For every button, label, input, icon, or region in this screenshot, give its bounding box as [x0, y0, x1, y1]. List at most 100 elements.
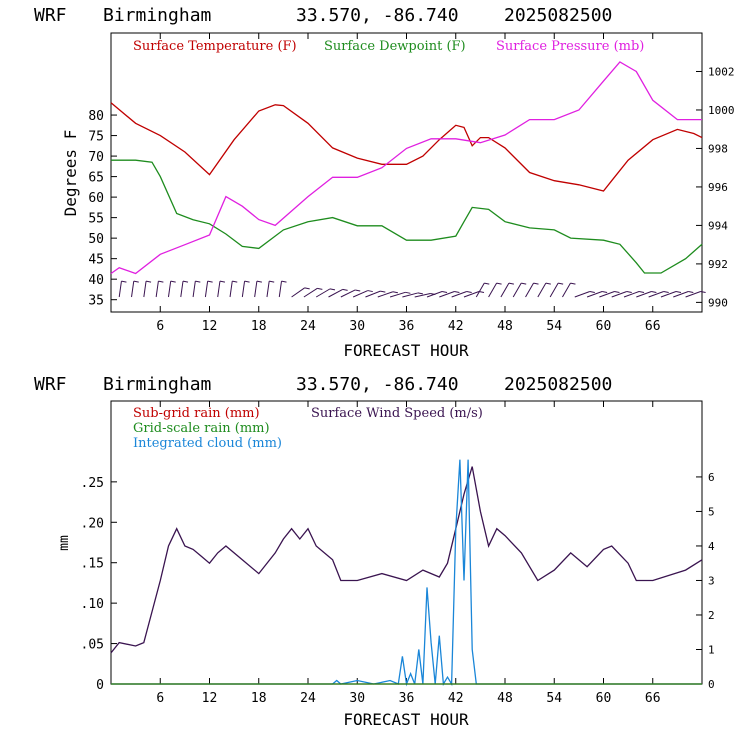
- wind-barb: [254, 281, 258, 298]
- wind-barb: [475, 282, 485, 298]
- wind-barb-flag: [182, 280, 189, 283]
- wind-barb-flag: [614, 291, 620, 294]
- x-tick-label: 36: [399, 319, 415, 334]
- legend-surface-pressure: Surface Pressure (mb): [496, 39, 644, 54]
- chart-1-y2-ticks: 990 992 994 996 998 1000 1002: [696, 65, 735, 309]
- chart-1-coords: 33.570, -86.740: [296, 5, 459, 26]
- y2-tick-label: 1: [708, 643, 715, 656]
- chart-2-header: WRF Birmingham 33.570, -86.740 202508250…: [34, 374, 612, 395]
- series-line-surface-temperature-f: [110, 102, 703, 192]
- legend-surface-temperature: Surface Temperature (F): [133, 39, 297, 54]
- chart-2-init: 2025082500: [504, 374, 612, 395]
- wind-barb-flag: [533, 282, 539, 285]
- y2-tick-label: 992: [708, 258, 728, 271]
- wind-barb-flag: [158, 280, 164, 283]
- wind-barb: [241, 281, 246, 298]
- wind-barb: [660, 291, 677, 298]
- x-tick-label: 60: [596, 691, 612, 706]
- chart-1-series: [110, 61, 703, 275]
- wind-barb-flag: [244, 280, 250, 283]
- wind-barb-flag: [281, 280, 287, 283]
- wind-barb: [389, 291, 406, 298]
- wind-barb-flag: [496, 282, 502, 285]
- wind-barb: [192, 281, 196, 298]
- wind-barb-flag: [133, 280, 139, 283]
- y2-tick-label: 2: [708, 609, 715, 622]
- wind-barb-flag: [219, 280, 226, 283]
- wind-barb: [303, 287, 318, 298]
- wind-barb: [525, 282, 534, 298]
- wind-barb-flag: [558, 282, 564, 285]
- x-tick-label: 54: [546, 319, 562, 334]
- wind-barb: [623, 291, 640, 298]
- wind-barb: [266, 281, 270, 298]
- chart-1-wind-barbs: [118, 280, 706, 298]
- wind-barb: [315, 288, 331, 298]
- x-tick-label: 6: [156, 691, 164, 706]
- chart-2-coords: 33.570, -86.740: [296, 374, 459, 395]
- wind-barb-flag: [317, 287, 323, 290]
- wind-barb-flag: [232, 280, 238, 283]
- wind-barb: [340, 289, 356, 298]
- wind-barb-flag: [342, 288, 348, 291]
- series-line-integrated-cloud-mm: [111, 459, 702, 687]
- wind-barb-flag: [545, 282, 551, 285]
- wind-barb: [204, 281, 209, 298]
- y2-tick-label: 4: [708, 540, 715, 553]
- wind-barb-flag: [638, 291, 645, 294]
- wind-barb: [278, 281, 282, 298]
- wind-barb-flag: [145, 280, 152, 283]
- series-line-surface-dewpoint-f: [111, 159, 703, 274]
- wind-barb: [328, 288, 343, 298]
- x-tick-label: 48: [497, 319, 513, 334]
- y-tick-label: .25: [81, 476, 104, 491]
- wind-barb-flag: [602, 291, 608, 294]
- wind-barb: [131, 281, 135, 298]
- y2-tick-label: 990: [708, 296, 728, 309]
- wind-barb: [463, 291, 480, 298]
- legend-surface-wind-speed: Surface Wind Speed (m/s): [311, 406, 483, 421]
- wind-barb: [562, 282, 571, 298]
- wind-barb: [352, 290, 368, 298]
- y-tick-label: 75: [88, 130, 104, 145]
- wind-barb: [426, 291, 443, 298]
- wind-barb: [439, 291, 455, 298]
- chart-1-plot-frame: [110, 32, 703, 313]
- chart-2-location: Birmingham: [103, 374, 211, 395]
- wind-barb: [451, 291, 467, 298]
- y-tick-label: 35: [88, 294, 104, 309]
- y2-tick-label: 0: [708, 678, 715, 691]
- chart-1-y-ticks: 35 40 45 50 55 60 65 70 75 80: [88, 109, 117, 309]
- wind-barb-flag: [626, 291, 632, 294]
- wind-barb: [574, 291, 590, 298]
- chart-2-series: [110, 459, 703, 687]
- wind-barb-flag: [304, 287, 310, 290]
- y-tick-label: 40: [88, 273, 104, 288]
- x-tick-label: 54: [546, 691, 562, 706]
- chart-1-x-ticks: 6 12 18 24 30 36 42 48 54 60 66: [156, 33, 661, 334]
- chart-2-x-axis-label: FORECAST HOUR: [343, 710, 469, 729]
- x-tick-label: 66: [645, 691, 661, 706]
- wind-barb: [118, 281, 122, 298]
- wind-barb: [143, 281, 147, 298]
- wind-barb: [648, 291, 664, 298]
- x-tick-label: 24: [300, 319, 316, 334]
- wind-barb-flag: [405, 291, 411, 294]
- wind-barb-flag: [570, 282, 576, 285]
- series-line-surface-pressure-mb: [110, 61, 702, 275]
- x-tick-label: 36: [399, 691, 415, 706]
- chart-1-location: Birmingham: [103, 5, 211, 26]
- wind-barb: [636, 291, 652, 298]
- y-tick-label: 0: [96, 678, 104, 693]
- y2-tick-label: 1000: [708, 104, 735, 117]
- chart-1-model: WRF: [34, 5, 67, 26]
- y-tick-label: 45: [88, 253, 104, 268]
- wind-barb: [586, 291, 603, 298]
- legend-surface-dewpoint: Surface Dewpoint (F): [324, 39, 466, 54]
- wind-barb: [673, 291, 689, 298]
- wind-barb: [402, 292, 418, 298]
- chart-1-header: WRF Birmingham 33.570, -86.740 202508250…: [34, 5, 612, 26]
- wind-barb-flag: [441, 291, 448, 294]
- y-tick-label: 50: [88, 232, 104, 247]
